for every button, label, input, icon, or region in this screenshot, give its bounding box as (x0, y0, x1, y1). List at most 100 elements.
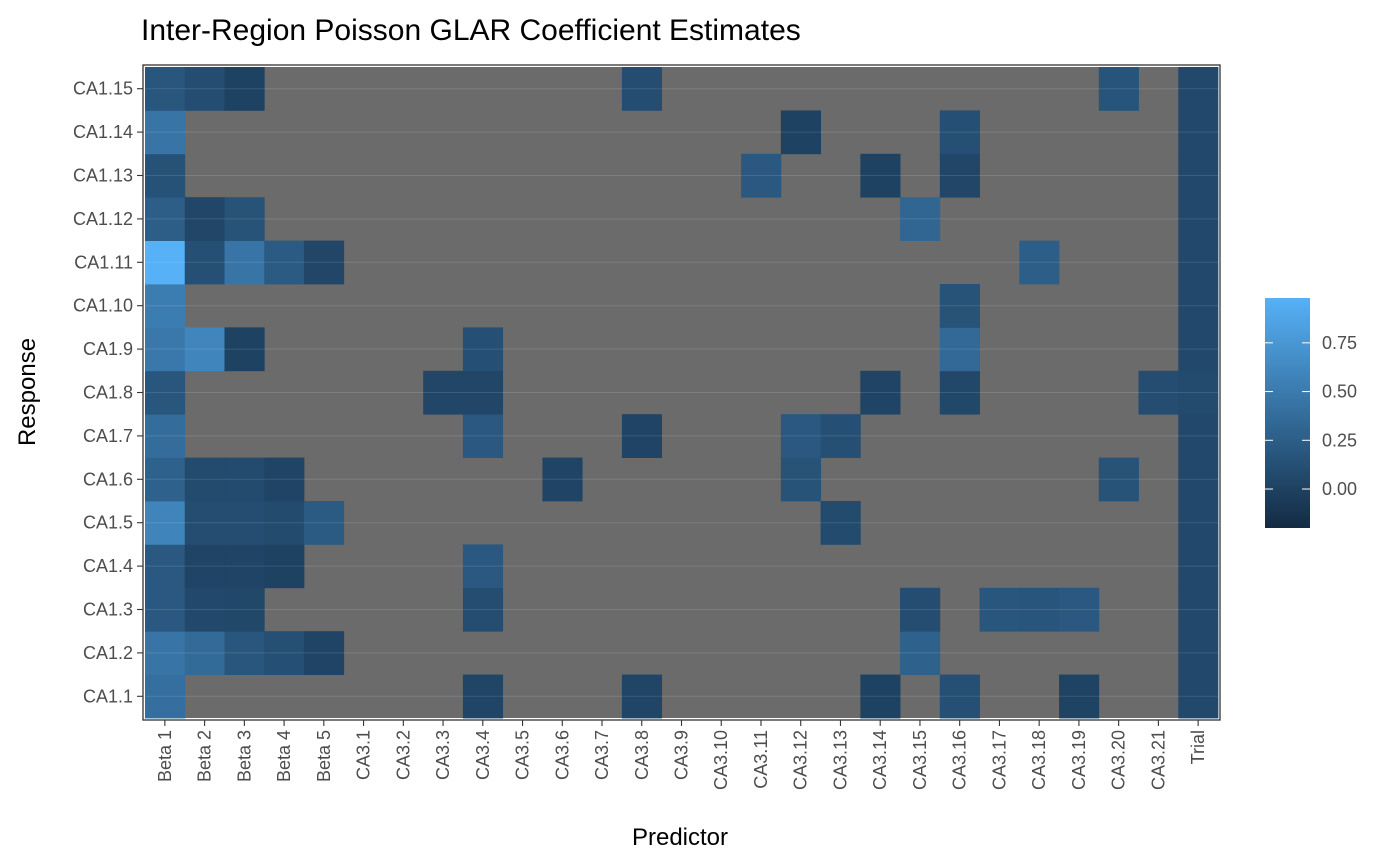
x-tick-label: Beta 3 (234, 730, 254, 782)
heatmap-cell (1178, 587, 1219, 632)
x-axis-ticks: Beta 1 Beta 2 Beta 3 Beta 4 Beta 5 CA3.1 CA3.2… (155, 720, 1208, 790)
heatmap-cell (1178, 631, 1219, 675)
heatmap-cell (184, 457, 225, 502)
y-tick-label: CA1.1 (83, 686, 133, 706)
heatmap-cell (939, 110, 980, 155)
y-tick-label: CA1.15 (73, 79, 133, 99)
y-tick-label: CA1.7 (83, 426, 133, 446)
heatmap-cell (939, 370, 980, 415)
heatmap-cell (1178, 544, 1219, 589)
heatmap-cell (184, 501, 225, 545)
heatmap-cell (224, 587, 265, 632)
heatmap-cell (1178, 67, 1219, 111)
heatmap-cell (900, 631, 941, 675)
y-tick-label: CA1.2 (83, 643, 133, 663)
heatmap-cell (462, 587, 504, 632)
heatmap-cell (1098, 457, 1139, 502)
heatmap-cell (303, 501, 345, 545)
x-tick-label: CA3.13 (830, 730, 850, 790)
heatmap-cell (1178, 240, 1219, 285)
x-tick-label: Trial (1188, 730, 1208, 764)
heatmap-cell (145, 153, 186, 198)
x-tick-label: CA3.18 (1029, 730, 1049, 790)
x-tick-label: CA3.6 (552, 730, 572, 780)
heatmap-cell (462, 327, 504, 372)
x-tick-label: Beta 4 (274, 730, 294, 782)
heatmap-cell (1178, 674, 1219, 719)
heatmap-cell (145, 197, 186, 241)
heatmap-cell (184, 240, 225, 285)
heatmap-cell (145, 67, 186, 111)
heatmap-cell (741, 153, 782, 198)
x-tick-label: CA3.10 (711, 730, 731, 790)
x-tick-label: CA3.7 (592, 730, 612, 780)
heatmap-cell (224, 457, 265, 502)
x-tick-label: CA3.17 (989, 730, 1009, 790)
heatmap-cell (1178, 327, 1219, 372)
colorbar-label: 0.75 (1322, 333, 1357, 353)
heatmap-cell (1019, 587, 1060, 632)
heatmap-cell (860, 370, 901, 415)
y-axis-title: Response (14, 338, 41, 446)
x-tick-label: Beta 1 (155, 730, 175, 782)
plot-panel (142, 64, 1221, 721)
heatmap-cell (1178, 153, 1219, 198)
x-tick-label: CA3.5 (513, 730, 533, 780)
heatmap-cell (939, 674, 980, 719)
heatmap-cell (1138, 370, 1179, 415)
heatmap-cell (224, 544, 265, 589)
heatmap-cell (780, 457, 821, 502)
heatmap-cell (1178, 197, 1219, 241)
colorbar-label: 0.00 (1322, 479, 1357, 499)
heatmap-cell (1098, 67, 1139, 111)
y-tick-label: CA1.10 (73, 296, 133, 316)
chart-title: Inter-Region Poisson GLAR Coefficient Es… (141, 14, 801, 47)
heatmap-cell (184, 67, 225, 111)
heatmap-cell (939, 284, 980, 328)
y-tick-label: CA1.14 (73, 122, 133, 142)
y-tick-label: CA1.5 (83, 513, 133, 533)
heatmap-cell (1178, 370, 1219, 415)
heatmap-cell (939, 327, 980, 372)
color-legend: 0.00 0.25 0.50 0.75 (1265, 298, 1357, 528)
heatmap-cell (621, 674, 663, 719)
heatmap-cell (145, 501, 186, 545)
heatmap-cell (462, 414, 504, 458)
y-tick-label: CA1.4 (83, 556, 133, 576)
colorbar-label: 0.50 (1322, 382, 1357, 402)
colorbar-label: 0.25 (1322, 430, 1357, 450)
heatmap-cell (145, 457, 186, 502)
heatmap-cell (900, 587, 941, 632)
x-tick-label: CA3.20 (1109, 730, 1129, 790)
x-tick-label: CA3.8 (632, 730, 652, 780)
heatmap-cell (224, 501, 265, 545)
heatmap-cell (1178, 457, 1219, 502)
x-tick-label: CA3.21 (1148, 730, 1168, 790)
heatmap-cell (145, 674, 186, 719)
heatmap-cell (145, 587, 186, 632)
heatmap-cell (780, 110, 821, 155)
heatmap-cell (224, 240, 265, 285)
y-tick-label: CA1.12 (73, 209, 133, 229)
heatmap-cell (303, 240, 345, 285)
heatmap-cell (423, 370, 464, 415)
x-tick-label: CA3.2 (393, 730, 413, 780)
heatmap-cell (1178, 501, 1219, 545)
heatmap-cell (860, 674, 901, 719)
heatmap-cell (860, 153, 901, 198)
heatmap-cell (1059, 674, 1100, 719)
heatmap-cell (224, 67, 265, 111)
y-axis-ticks: CA1.1 CA1.2 CA1.3 CA1.4 CA1.5 CA1.6 CA1.7 CA1.8… (73, 79, 143, 706)
y-tick-label: CA1.13 (73, 166, 133, 186)
heatmap-cell (1178, 414, 1219, 458)
heatmap-cell (1019, 240, 1060, 285)
x-tick-label: CA3.1 (354, 730, 374, 780)
heatmap-cell (264, 631, 305, 675)
heatmap-cell (145, 544, 186, 589)
heatmap-cell (1178, 284, 1219, 328)
heatmap-cell (264, 240, 305, 285)
heatmap-cell (184, 631, 225, 675)
heatmap-cell (145, 414, 186, 458)
heatmap-cell (1059, 587, 1100, 632)
